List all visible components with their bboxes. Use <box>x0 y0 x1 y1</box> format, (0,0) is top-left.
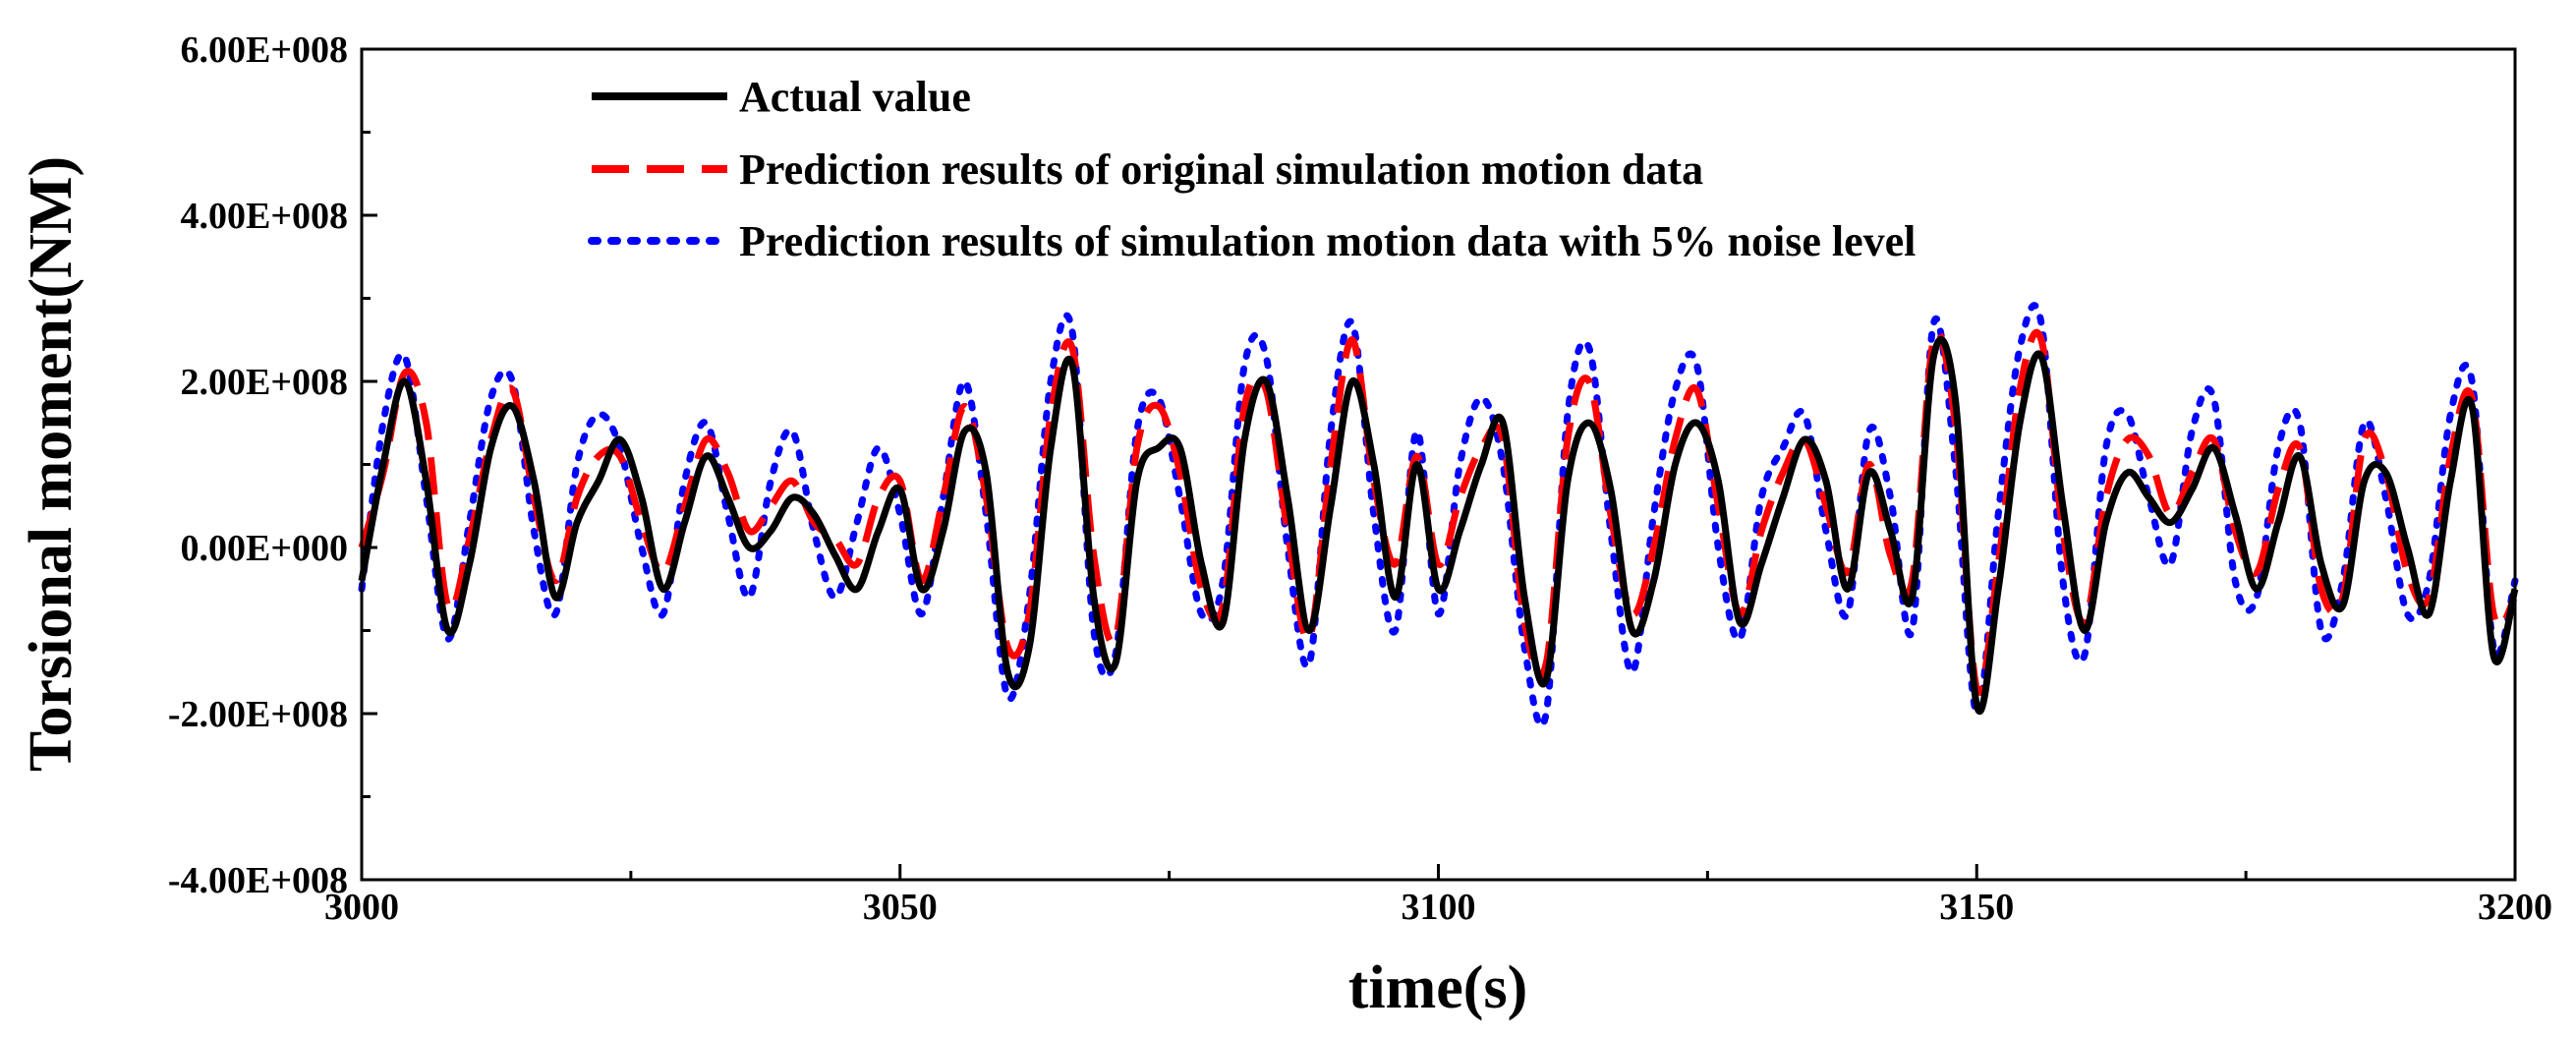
y-tick-label: 6.00E+008 <box>181 29 349 71</box>
legend-label-actual: Actual value <box>739 73 971 121</box>
y-tick-label: 4.00E+008 <box>181 196 349 237</box>
axis-ticks: 3000 3050 3100 3150 3200 -4.00E+008 -2.00E+008… <box>168 29 2552 928</box>
legend: Actual value Prediction results of origi… <box>588 73 1916 265</box>
series-actual-line <box>358 335 2519 716</box>
x-tick-label: 3000 <box>324 887 399 928</box>
series-original-prediction-line <box>358 328 2518 696</box>
x-tick-label: 3050 <box>863 887 938 928</box>
y-tick-label: 0.00E+000 <box>181 528 349 569</box>
legend-label-original: Prediction results of original simulatio… <box>739 145 1703 194</box>
x-tick-label: 3100 <box>1402 887 1476 928</box>
plot-series <box>358 302 2519 729</box>
y-tick-label: -4.00E+008 <box>168 860 348 901</box>
x-tick-label: 3200 <box>2478 887 2552 928</box>
y-axis-title: Torsional moment(NM) <box>18 156 85 772</box>
legend-label-noise: Prediction results of simulation motion … <box>739 217 1916 265</box>
x-tick-label: 3150 <box>1939 887 2014 928</box>
y-tick-label: -2.00E+008 <box>168 694 348 735</box>
x-axis-title: time(s) <box>1348 954 1527 1021</box>
y-tick-label: 2.00E+008 <box>181 362 349 403</box>
